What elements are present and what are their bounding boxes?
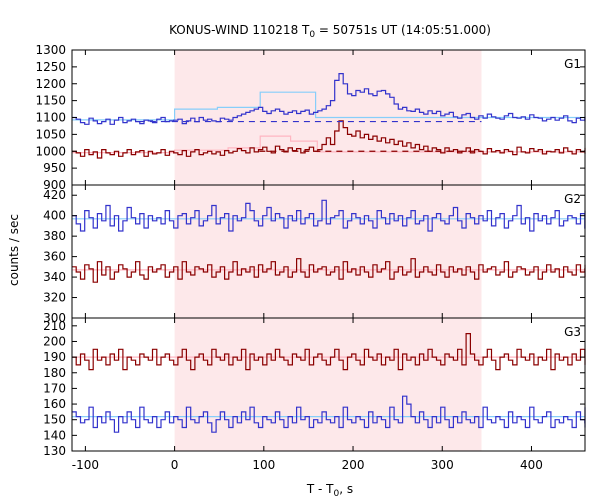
x-axis-label-rest: , s: [339, 482, 353, 496]
x-tick-label: -100: [72, 458, 99, 472]
series-histogram-0: [72, 73, 586, 125]
y-tick-label: 200: [43, 334, 66, 348]
y-tick-label: 150: [43, 413, 66, 427]
y-tick-label: 210: [43, 319, 66, 333]
chart-title-rest: = 50751s UT (14:05:51.000): [315, 23, 491, 37]
series-histogram-1: [72, 258, 586, 283]
y-tick-label: 900: [43, 178, 66, 192]
series-histogram-0: [72, 395, 586, 433]
y-tick-label: 320: [43, 291, 66, 305]
shaded-interval: [174, 50, 482, 451]
y-tick-label: 1100: [35, 111, 66, 125]
series-histogram-1: [72, 333, 586, 371]
y-tick-label: 1300: [35, 43, 66, 57]
y-tick-label: 1200: [35, 77, 66, 91]
y-tick-label: 300: [43, 311, 66, 325]
y-tick-label: 400: [43, 209, 66, 223]
y-tick-label: 190: [43, 350, 66, 364]
y-tick-label: 1150: [35, 94, 66, 108]
chart-title: KONUS-WIND 110218 T0 = 50751s UT (14:05:…: [169, 23, 491, 40]
x-axis-label: T - T0, s: [306, 482, 353, 499]
panel-g2: 300 320 340 360 380 400 420 G2: [43, 184, 586, 325]
y-tick-label: 1050: [35, 127, 66, 141]
x-tick-label: 200: [342, 458, 365, 472]
y-tick-label: 1000: [35, 144, 66, 158]
y-tick-label: 180: [43, 366, 66, 380]
y-tick-label: 1250: [35, 60, 66, 74]
x-tick-label: 400: [520, 458, 543, 472]
y-axis-label: counts / sec: [7, 214, 21, 286]
plot-layer: 9009501000105011001150120012501300G13003…: [35, 43, 586, 472]
y-tick-label: 420: [43, 188, 66, 202]
fit-line-0: [72, 91, 585, 121]
x-axis-label-main: T - T: [306, 482, 334, 496]
x-tick-label: 300: [431, 458, 454, 472]
x-tick-label: 100: [252, 458, 275, 472]
panel-label: G2: [564, 192, 581, 206]
y-tick-label: 160: [43, 397, 66, 411]
panel-label: G1: [564, 57, 581, 71]
y-tick-label: 170: [43, 381, 66, 395]
series-histogram-0: [72, 199, 586, 232]
panel-label: G3: [564, 325, 581, 339]
y-tick-label: 340: [43, 270, 66, 284]
fit-line-1: [72, 135, 585, 154]
chart-title-main: KONUS-WIND 110218 T: [169, 23, 310, 37]
y-tick-label: 130: [43, 444, 66, 458]
y-tick-label: 380: [43, 229, 66, 243]
x-axis-label-sub: 0: [334, 489, 340, 499]
chart-title-sub: 0: [309, 30, 315, 40]
y-tick-label: 140: [43, 428, 66, 442]
panel-frame: [71, 317, 586, 452]
panel-g1: 900 950 1000 1050 1100 1150 1200 1250 1300 G1: [35, 43, 586, 192]
x-tick-label: 0: [171, 458, 179, 472]
y-tick-label: 360: [43, 250, 66, 264]
y-tick-label: 950: [43, 161, 66, 175]
series-histogram-1: [72, 120, 586, 159]
